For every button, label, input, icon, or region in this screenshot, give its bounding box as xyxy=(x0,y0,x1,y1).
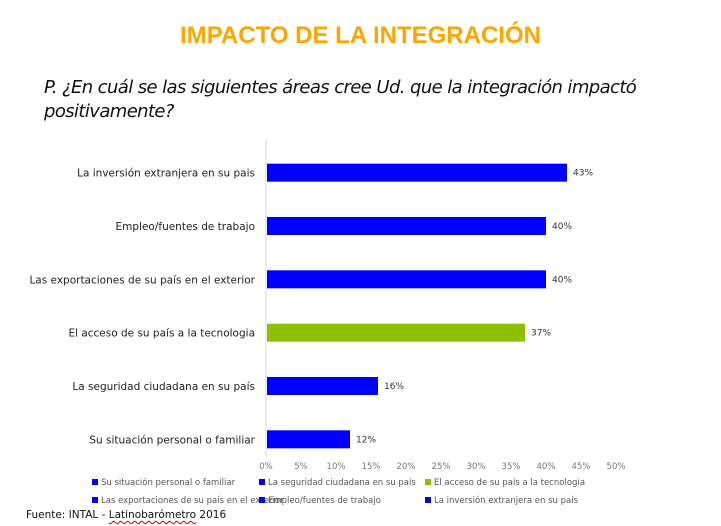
category-label: El acceso de su país a la tecnologia xyxy=(68,328,255,340)
bar xyxy=(267,323,525,342)
x-tick-label: 45% xyxy=(572,462,591,472)
source-prefix: Fuente: INTAL - xyxy=(26,509,109,521)
x-tick-label: 10% xyxy=(327,462,346,472)
legend-swatch xyxy=(425,479,431,485)
legend-label: Su situación personal o familiar xyxy=(101,478,236,488)
legend-item: La seguridad ciudadana en su país xyxy=(259,478,416,488)
x-tick-label: 20% xyxy=(397,462,416,472)
value-label: 40% xyxy=(552,275,572,285)
legend-item: Su situación personal o familiar xyxy=(92,478,235,488)
x-tick-label: 50% xyxy=(607,462,626,472)
legend-label: Las exportaciones de su país en el exter… xyxy=(101,496,284,506)
value-label: 37% xyxy=(531,329,551,339)
category-label: La seguridad ciudadana en su país xyxy=(72,381,255,393)
value-label: 43% xyxy=(573,169,593,179)
legend-label: La inversión extranjera en su país xyxy=(434,496,578,506)
bar xyxy=(267,430,350,449)
legend-item: La inversión extranjera en su país xyxy=(425,496,578,506)
bar-chart: La inversión extranjera en su pais Empleo… xyxy=(29,140,625,472)
category-label: Su situación personal o familiar xyxy=(89,434,255,446)
value-label: 16% xyxy=(384,382,404,392)
value-label: 40% xyxy=(552,222,572,232)
x-tick-label: 35% xyxy=(502,462,521,472)
legend-swatch xyxy=(259,479,265,485)
category-label: Empleo/fuentes de trabajo xyxy=(116,221,256,233)
survey-question: P. ¿En cuál se las siguientes áreas cree… xyxy=(44,77,637,122)
legend-item: Empleo/fuentes de trabajo xyxy=(259,496,381,506)
source-note: Fuente: INTAL - Latinobarómetro 2016 xyxy=(26,509,226,521)
legend-swatch xyxy=(425,497,431,503)
legend-swatch xyxy=(92,479,98,485)
legend-item: El acceso de su país a la tecnologia xyxy=(425,478,585,488)
bar xyxy=(267,217,546,235)
legend-label: La seguridad ciudadana en su país xyxy=(268,478,416,488)
x-tick-label: 5% xyxy=(294,462,308,472)
x-tick-label: 40% xyxy=(537,462,556,472)
bar xyxy=(267,163,567,182)
x-tick-label: 25% xyxy=(432,462,451,472)
category-label: La inversión extranjera en su pais xyxy=(77,168,255,180)
x-tick-label: 30% xyxy=(467,462,486,472)
bar xyxy=(267,270,546,289)
x-axis-ticks: 0% 5% 10% 15% 20% 25% 30% 35% 40% 45% 50% xyxy=(259,462,625,472)
value-labels: 43% 40% 40% 37% 16% 12% xyxy=(356,169,593,446)
legend-swatch xyxy=(259,497,265,503)
source-year: 2016 xyxy=(196,509,227,521)
bars xyxy=(267,163,567,449)
source-name: Latinobarómetro xyxy=(108,509,197,521)
x-tick-label: 15% xyxy=(362,462,381,472)
category-labels: La inversión extranjera en su pais Empleo… xyxy=(29,168,255,447)
page-title: IMPACTO DE LA INTEGRACIÓN xyxy=(180,22,541,49)
legend-item: Las exportaciones de su país en el exter… xyxy=(92,496,284,506)
category-label: Las exportaciones de su país en el exter… xyxy=(29,274,255,286)
legend-label: El acceso de su país a la tecnologia xyxy=(434,478,586,488)
bar xyxy=(267,377,378,395)
legend-label: Empleo/fuentes de trabajo xyxy=(268,496,381,506)
value-label: 12% xyxy=(356,435,376,445)
x-tick-label: 0% xyxy=(259,462,273,472)
legend-swatch xyxy=(92,497,98,503)
